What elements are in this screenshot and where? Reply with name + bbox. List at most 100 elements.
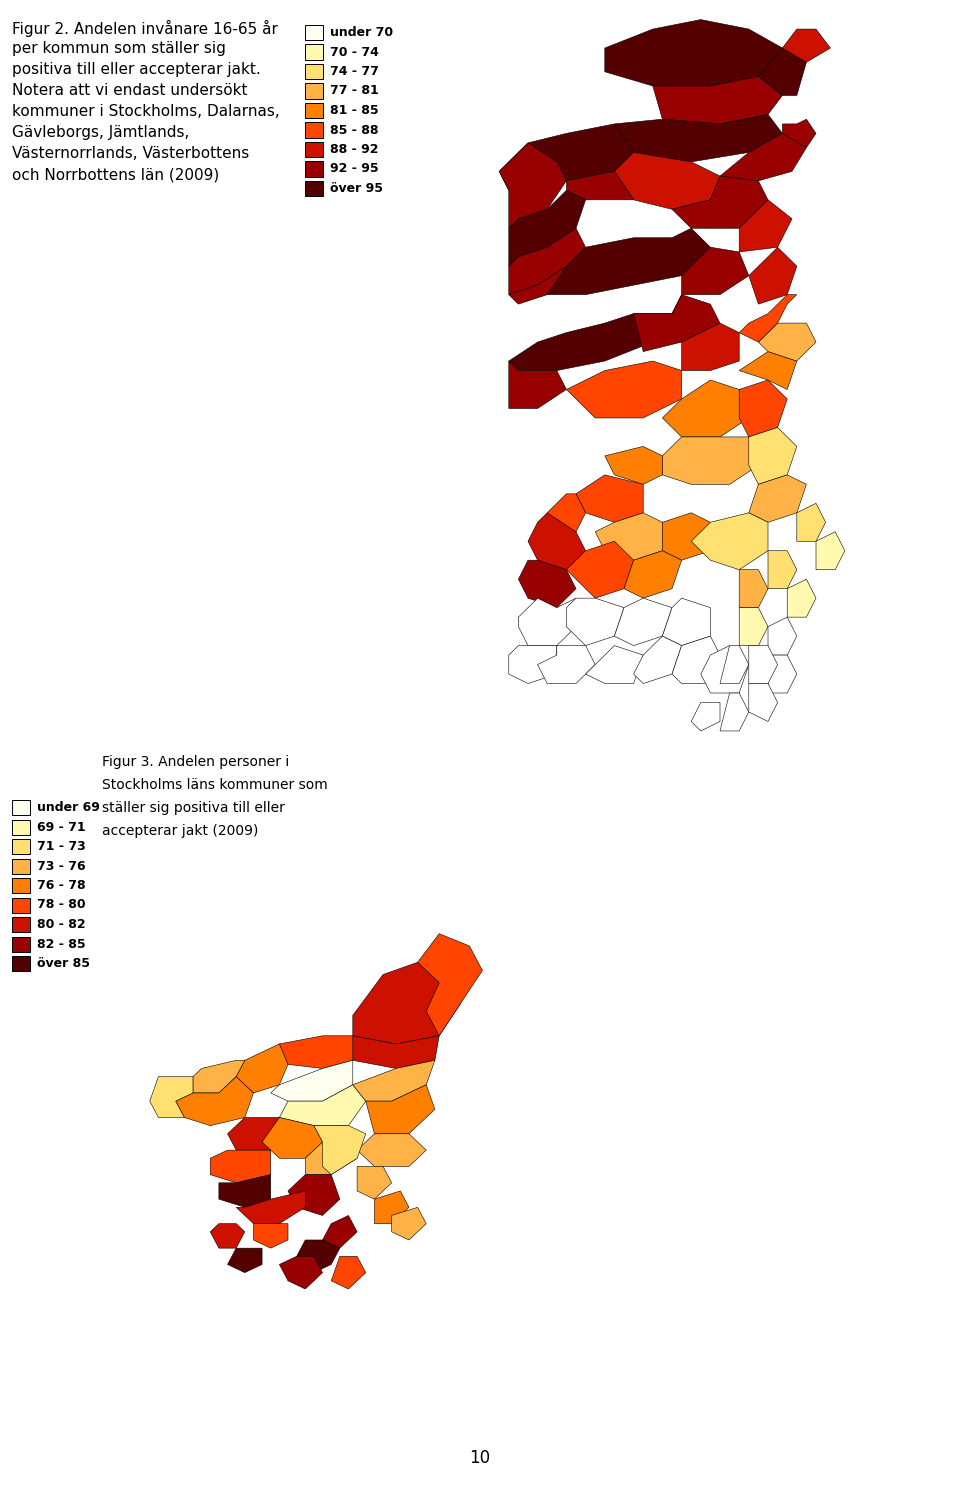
Polygon shape <box>749 646 778 683</box>
Polygon shape <box>509 190 586 266</box>
Polygon shape <box>566 598 624 646</box>
Text: 70 - 74: 70 - 74 <box>330 46 379 58</box>
Text: Figur 2. Andelen invånare 16-65 år: Figur 2. Andelen invånare 16-65 år <box>12 19 277 37</box>
Bar <box>305 162 323 177</box>
Polygon shape <box>392 1207 426 1240</box>
Polygon shape <box>193 1060 245 1093</box>
Text: Notera att vi endast undersökt: Notera att vi endast undersökt <box>12 83 248 98</box>
Polygon shape <box>509 229 586 294</box>
Polygon shape <box>662 437 758 484</box>
Polygon shape <box>509 361 566 408</box>
Polygon shape <box>797 503 826 541</box>
Bar <box>305 83 323 98</box>
Polygon shape <box>739 352 797 389</box>
Polygon shape <box>547 495 586 532</box>
Polygon shape <box>758 324 816 361</box>
Text: 77 - 81: 77 - 81 <box>330 85 379 98</box>
Text: Gävleborgs, Jämtlands,: Gävleborgs, Jämtlands, <box>12 125 189 140</box>
Polygon shape <box>739 607 768 646</box>
Polygon shape <box>595 512 662 560</box>
Polygon shape <box>691 702 720 731</box>
Polygon shape <box>749 428 797 484</box>
Text: 10: 10 <box>469 1449 491 1467</box>
Text: 71 - 73: 71 - 73 <box>37 841 85 852</box>
Text: ställer sig positiva till eller: ställer sig positiva till eller <box>102 800 285 815</box>
Polygon shape <box>662 598 710 646</box>
Polygon shape <box>253 1224 288 1247</box>
Polygon shape <box>739 200 792 252</box>
Text: 69 - 71: 69 - 71 <box>37 821 85 833</box>
Polygon shape <box>720 134 806 181</box>
Polygon shape <box>586 646 643 683</box>
Polygon shape <box>297 1240 340 1273</box>
Polygon shape <box>768 655 797 693</box>
Text: över 95: över 95 <box>330 183 383 195</box>
Bar <box>305 143 323 157</box>
Polygon shape <box>614 153 720 209</box>
Text: kommuner i Stockholms, Dalarnas,: kommuner i Stockholms, Dalarnas, <box>12 104 279 119</box>
Polygon shape <box>720 646 749 683</box>
Polygon shape <box>605 19 782 86</box>
Text: 88 - 92: 88 - 92 <box>330 143 378 156</box>
Bar <box>12 839 30 854</box>
Polygon shape <box>210 1149 271 1182</box>
Polygon shape <box>653 77 782 123</box>
Bar <box>305 122 323 138</box>
Polygon shape <box>739 570 768 607</box>
Polygon shape <box>566 541 634 598</box>
Polygon shape <box>210 1224 245 1247</box>
Polygon shape <box>682 324 739 371</box>
Bar <box>305 64 323 79</box>
Polygon shape <box>518 598 576 646</box>
Polygon shape <box>614 598 672 646</box>
Polygon shape <box>271 1060 353 1102</box>
Text: under 70: under 70 <box>330 27 394 39</box>
Polygon shape <box>228 1117 288 1149</box>
Polygon shape <box>682 247 749 294</box>
Polygon shape <box>288 1175 340 1215</box>
Text: 81 - 85: 81 - 85 <box>330 104 378 117</box>
Polygon shape <box>691 512 768 570</box>
Polygon shape <box>357 1135 426 1167</box>
Polygon shape <box>509 294 682 371</box>
Polygon shape <box>353 1060 435 1102</box>
Polygon shape <box>518 560 576 607</box>
Text: Stockholms läns kommuner som: Stockholms läns kommuner som <box>102 778 327 792</box>
Polygon shape <box>701 646 749 693</box>
Polygon shape <box>566 171 634 200</box>
Polygon shape <box>624 551 682 598</box>
Text: Västernorrlands, Västerbottens: Västernorrlands, Västerbottens <box>12 146 250 160</box>
Polygon shape <box>634 294 720 352</box>
Text: 82 - 85: 82 - 85 <box>37 937 85 950</box>
Bar <box>305 25 323 40</box>
Polygon shape <box>566 361 682 417</box>
Polygon shape <box>279 1084 366 1126</box>
Polygon shape <box>662 380 749 437</box>
Polygon shape <box>768 551 797 588</box>
Polygon shape <box>758 48 806 95</box>
Text: accepterar jakt (2009): accepterar jakt (2009) <box>102 824 258 838</box>
Polygon shape <box>605 447 662 484</box>
Text: 85 - 88: 85 - 88 <box>330 123 378 137</box>
Text: 92 - 95: 92 - 95 <box>330 162 378 175</box>
Polygon shape <box>499 123 634 190</box>
Polygon shape <box>509 646 557 683</box>
Bar <box>305 102 323 117</box>
Polygon shape <box>353 1037 439 1069</box>
Polygon shape <box>236 1191 305 1224</box>
Bar <box>12 956 30 971</box>
Bar <box>12 858 30 873</box>
Polygon shape <box>816 532 845 570</box>
Text: och Norrbottens län (2009): och Norrbottens län (2009) <box>12 166 219 183</box>
Polygon shape <box>614 114 782 162</box>
Bar <box>305 45 323 59</box>
Text: Figur 3. Andelen personer i: Figur 3. Andelen personer i <box>102 754 289 769</box>
Polygon shape <box>314 1126 366 1175</box>
Polygon shape <box>262 1117 323 1158</box>
Polygon shape <box>509 266 566 304</box>
Polygon shape <box>279 1256 323 1289</box>
Polygon shape <box>782 30 830 62</box>
Polygon shape <box>739 380 787 437</box>
Polygon shape <box>576 475 643 523</box>
Polygon shape <box>279 1037 353 1069</box>
